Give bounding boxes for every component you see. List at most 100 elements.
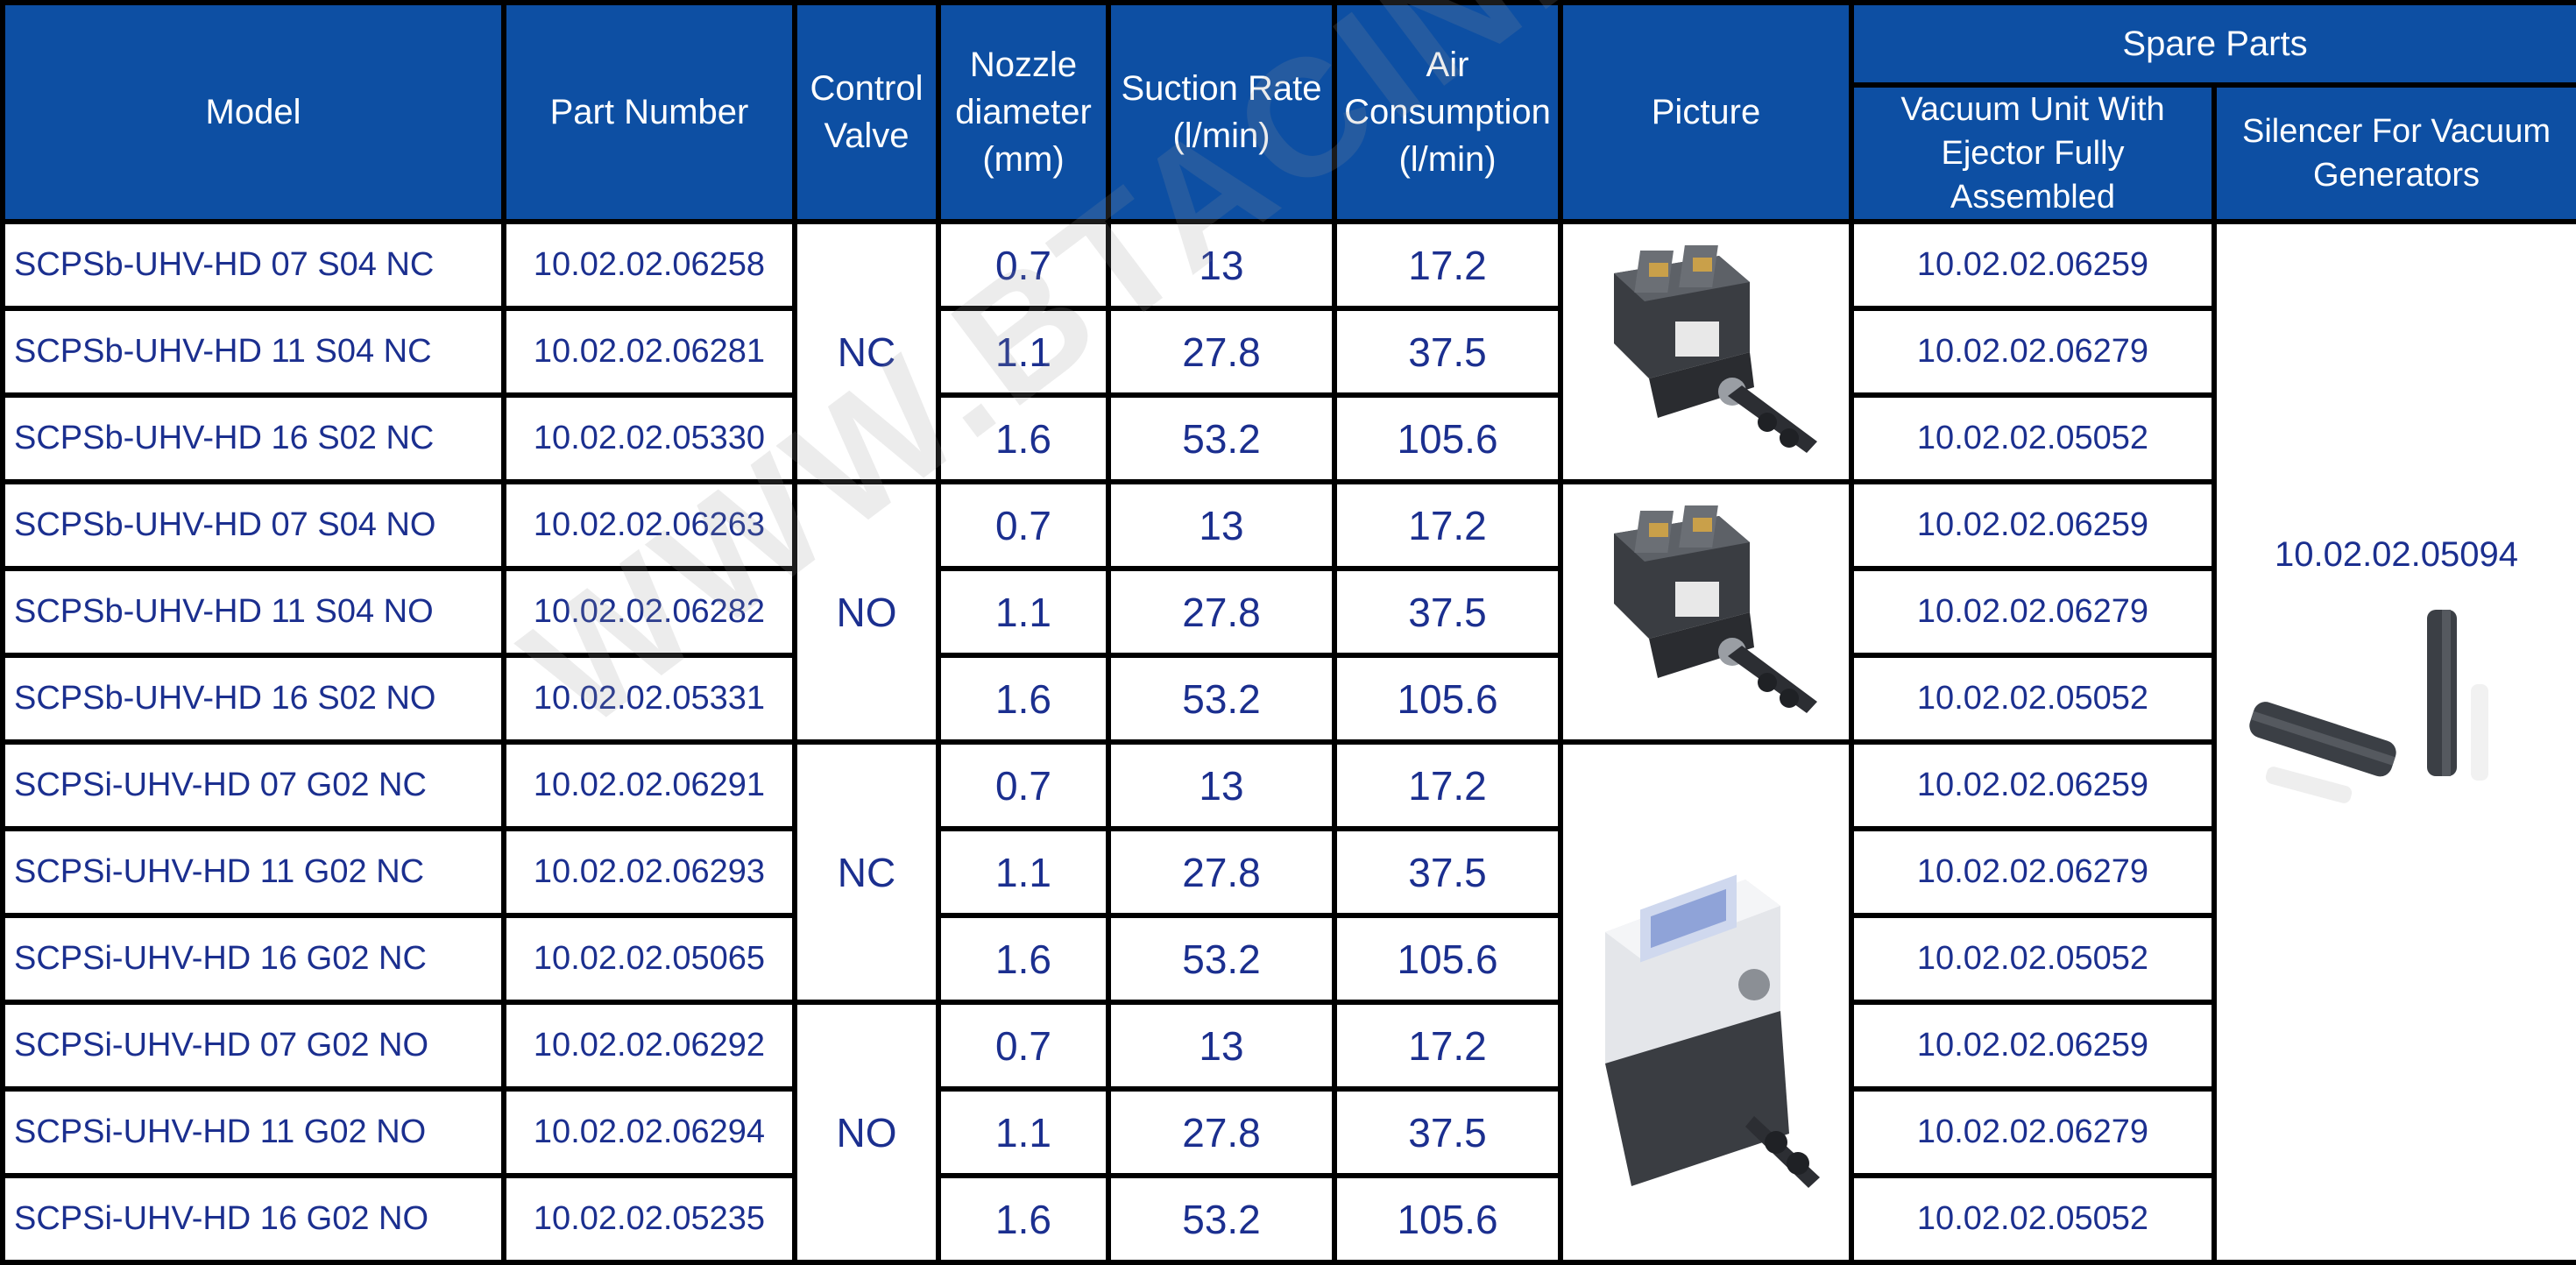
- air-cell: 37.5: [1337, 831, 1558, 913]
- model-cell: SCPSb-UHV-HD 16 S02 NO: [5, 658, 501, 739]
- part-number-cell: 10.02.02.06263: [506, 484, 792, 566]
- picture-cell: [1563, 224, 1849, 479]
- vacuum-generator-image: [1614, 505, 1817, 713]
- air-cell: 105.6: [1337, 398, 1558, 479]
- picture-cell: [1563, 745, 1849, 1260]
- model-cell: SCPSb-UHV-HD 11 S04 NC: [5, 311, 501, 392]
- header-control-valve: Control Valve: [797, 5, 936, 219]
- part-number-cell: 10.02.02.05331: [506, 658, 792, 739]
- control-valve-cell: NC: [797, 745, 936, 1000]
- vacuum-unit-part-cell: 10.02.02.06259: [1854, 745, 2212, 826]
- vacuum-generator-image: [1614, 244, 1817, 453]
- air-cell: 17.2: [1337, 745, 1558, 826]
- table-row: SCPSb-UHV-HD 07 S04 NO 10.02.02.06263 NO 0.…: [5, 484, 2576, 739]
- air-cell: 37.5: [1337, 571, 1558, 653]
- suction-cell: 13: [1111, 224, 1332, 306]
- table-row: SCPSi-UHV-HD 07 G02 NO 10.02.02.06292 NO 0.…: [5, 1005, 2576, 1260]
- suction-cell: 53.2: [1111, 398, 1332, 479]
- header-vacuum-unit: Vacuum Unit With Ejector Fully Assembled: [1854, 88, 2212, 219]
- nozzle-cell: 1.6: [941, 658, 1106, 739]
- nozzle-cell: 1.1: [941, 571, 1106, 653]
- header-part-number: Part Number: [506, 5, 792, 219]
- nozzle-cell: 1.1: [941, 831, 1106, 913]
- nozzle-cell: 1.1: [941, 1092, 1106, 1173]
- air-cell: 105.6: [1337, 918, 1558, 1000]
- air-cell: 37.5: [1337, 1092, 1558, 1173]
- part-number-cell: 10.02.02.06258: [506, 224, 792, 306]
- model-cell: SCPSi-UHV-HD 11 G02 NC: [5, 831, 501, 913]
- vacuum-generator-image: [1605, 874, 1820, 1188]
- part-number-cell: 10.02.02.06282: [506, 571, 792, 653]
- table-row: SCPSb-UHV-HD 11 S04 NC 10.02.02.06281 1.1 2…: [5, 311, 2576, 392]
- table-body: SCPSb-UHV-HD 07 S04 NC 10.02.02.06258 NC 0.…: [5, 224, 2576, 1260]
- table-row: SCPSi-UHV-HD 16 G02 NO 10.02.02.05235 1.6 5…: [5, 1178, 2576, 1260]
- model-cell: SCPSb-UHV-HD 16 S02 NC: [5, 398, 501, 479]
- silencer-part-number: 10.02.02.05094: [2274, 535, 2519, 574]
- control-valve-cell: NO: [797, 1005, 936, 1260]
- table-row: SCPSi-UHV-HD 11 G02 NO 10.02.02.06294 1.1 2…: [5, 1092, 2576, 1173]
- vacuum-unit-part-cell: 10.02.02.05052: [1854, 1178, 2212, 1260]
- header-picture: Picture: [1563, 5, 1849, 219]
- header-model: Model: [5, 5, 501, 219]
- air-cell: 17.2: [1337, 1005, 1558, 1086]
- vacuum-unit-part-cell: 10.02.02.06279: [1854, 831, 2212, 913]
- vacuum-unit-part-cell: 10.02.02.06259: [1854, 484, 2212, 566]
- vacuum-unit-part-cell: 10.02.02.05052: [1854, 398, 2212, 479]
- control-valve-cell: NO: [797, 484, 936, 739]
- nozzle-cell: 0.7: [941, 1005, 1106, 1086]
- table-row: SCPSb-UHV-HD 16 S02 NC 10.02.02.05330 1.6 5…: [5, 398, 2576, 479]
- part-number-cell: 10.02.02.06281: [506, 311, 792, 392]
- model-cell: SCPSb-UHV-HD 11 S04 NO: [5, 571, 501, 653]
- header-air-consumption: Air Consumption (l/min): [1337, 5, 1558, 219]
- suction-cell: 13: [1111, 1005, 1332, 1086]
- suction-cell: 13: [1111, 484, 1332, 566]
- vacuum-unit-part-cell: 10.02.02.06279: [1854, 571, 2212, 653]
- suction-cell: 27.8: [1111, 311, 1332, 392]
- vacuum-unit-part-cell: 10.02.02.05052: [1854, 658, 2212, 739]
- suction-cell: 27.8: [1111, 1092, 1332, 1173]
- table-row: SCPSb-UHV-HD 16 S02 NO 10.02.02.05331 1.6 5…: [5, 658, 2576, 739]
- vacuum-unit-part-cell: 10.02.02.06279: [1854, 1092, 2212, 1173]
- silencer-cell: 10.02.02.05094: [2217, 224, 2576, 1260]
- model-cell: SCPSb-UHV-HD 07 S04 NC: [5, 224, 501, 306]
- nozzle-cell: 1.6: [941, 918, 1106, 1000]
- table-row: SCPSi-UHV-HD 11 G02 NC 10.02.02.06293 1.1 2…: [5, 831, 2576, 913]
- table-row: SCPSi-UHV-HD 16 G02 NC 10.02.02.05065 1.6 5…: [5, 918, 2576, 1000]
- part-number-cell: 10.02.02.05065: [506, 918, 792, 1000]
- suction-cell: 53.2: [1111, 658, 1332, 739]
- model-cell: SCPSb-UHV-HD 07 S04 NO: [5, 484, 501, 566]
- model-cell: SCPSi-UHV-HD 07 G02 NC: [5, 745, 501, 826]
- nozzle-cell: 0.7: [941, 224, 1106, 306]
- suction-cell: 53.2: [1111, 918, 1332, 1000]
- vacuum-unit-part-cell: 10.02.02.06259: [1854, 224, 2212, 306]
- silencer-image: [2249, 610, 2488, 803]
- header-spare-parts: Spare Parts: [1854, 5, 2576, 82]
- nozzle-cell: 0.7: [941, 745, 1106, 826]
- table-row: SCPSb-UHV-HD 07 S04 NC 10.02.02.06258 NC 0.…: [5, 224, 2576, 1260]
- model-cell: SCPSi-UHV-HD 07 G02 NO: [5, 1005, 501, 1086]
- air-cell: 105.6: [1337, 1178, 1558, 1260]
- nozzle-cell: 1.6: [941, 398, 1106, 479]
- air-cell: 37.5: [1337, 311, 1558, 392]
- header-suction-rate: Suction Rate (l/min): [1111, 5, 1332, 219]
- table-row: SCPSb-UHV-HD 11 S04 NO 10.02.02.06282 1.1 2…: [5, 571, 2576, 653]
- air-cell: 17.2: [1337, 484, 1558, 566]
- part-number-cell: 10.02.02.06294: [506, 1092, 792, 1173]
- vacuum-unit-part-cell: 10.02.02.05052: [1854, 918, 2212, 1000]
- table-row: SCPSi-UHV-HD 07 G02 NC 10.02.02.06291 NC 0.…: [5, 745, 2576, 1260]
- nozzle-cell: 1.6: [941, 1178, 1106, 1260]
- part-number-cell: 10.02.02.05330: [506, 398, 792, 479]
- vacuum-unit-part-cell: 10.02.02.06279: [1854, 311, 2212, 392]
- nozzle-cell: 1.1: [941, 311, 1106, 392]
- nozzle-cell: 0.7: [941, 484, 1106, 566]
- air-cell: 105.6: [1337, 658, 1558, 739]
- header-silencer: Silencer For Vacuum Generators: [2217, 88, 2576, 219]
- suction-cell: 13: [1111, 745, 1332, 826]
- picture-cell: [1563, 484, 1849, 739]
- header-nozzle-diameter: Nozzle diameter (mm): [941, 5, 1106, 219]
- suction-cell: 27.8: [1111, 571, 1332, 653]
- air-cell: 17.2: [1337, 224, 1558, 306]
- model-cell: SCPSi-UHV-HD 11 G02 NO: [5, 1092, 501, 1173]
- model-cell: SCPSi-UHV-HD 16 G02 NO: [5, 1178, 501, 1260]
